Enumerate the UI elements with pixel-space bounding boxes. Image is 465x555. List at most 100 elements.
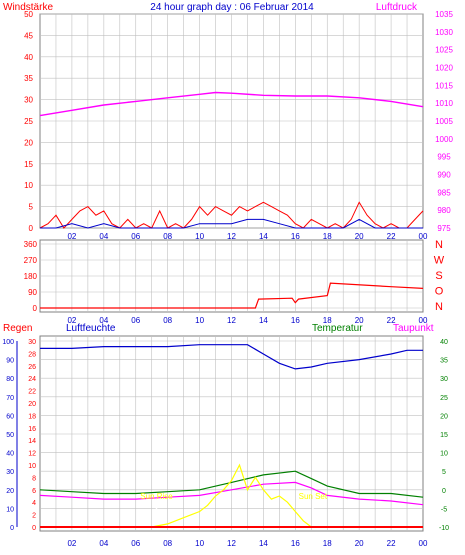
x-tick-label: 22 xyxy=(387,316,396,325)
regen-tick-label: 10 xyxy=(6,506,14,513)
temp-tick-label: 40 xyxy=(440,339,448,346)
x-tick-label: 06 xyxy=(131,232,140,241)
wind-tick-label: 40 xyxy=(24,53,33,62)
temp-tick-label: 20 xyxy=(440,413,448,420)
x-tick-label: 20 xyxy=(355,539,364,548)
wind-tick-label: 0 xyxy=(29,224,34,233)
compass-label: N xyxy=(435,301,443,313)
feuchte-tick-label: 16 xyxy=(28,426,36,433)
pressure-tick-label: 1010 xyxy=(435,99,453,108)
pressure-tick-label: 1005 xyxy=(435,117,453,126)
compass-label: O xyxy=(435,286,444,298)
x-tick-label: 00 xyxy=(419,539,428,548)
regen-tick-label: 100 xyxy=(2,339,14,346)
x-tick-label: 14 xyxy=(259,232,268,241)
series-temperatur xyxy=(39,470,424,498)
direction-tick-label: 270 xyxy=(24,256,38,265)
series-luftfeuchte xyxy=(40,344,423,370)
feuchte-tick-label: 6 xyxy=(32,488,36,495)
x-tick-label: 12 xyxy=(227,316,236,325)
x-tick-label: 02 xyxy=(67,316,76,325)
series-taupunkt xyxy=(39,481,424,506)
x-tick-label: 04 xyxy=(99,316,108,325)
regen-tick-label: 60 xyxy=(6,413,14,420)
wind-tick-label: 35 xyxy=(24,74,33,83)
feuchte-tick-label: 14 xyxy=(28,438,36,445)
x-tick-label: 20 xyxy=(355,316,364,325)
compass-label: W xyxy=(434,255,445,267)
feuchte-tick-label: 30 xyxy=(28,339,36,346)
x-tick-label: 16 xyxy=(291,316,300,325)
x-tick-label: 02 xyxy=(67,232,76,241)
x-tick-label: 06 xyxy=(131,316,140,325)
luftfeuchte-label: Luftfeuchte xyxy=(66,323,116,334)
feuchte-tick-label: 26 xyxy=(28,364,36,371)
x-tick-label: 20 xyxy=(355,232,364,241)
pressure-tick-label: 1035 xyxy=(435,10,453,19)
wind-tick-label: 25 xyxy=(24,117,33,126)
direction-tick-label: 90 xyxy=(28,288,37,297)
bottom-regen-ticks: 0 10 20 30 40 50 60 70 80 90 100 xyxy=(2,339,18,532)
x-tick-label: 22 xyxy=(387,232,396,241)
sun-rise-label: Sun Rise xyxy=(140,492,173,501)
top-right-ticks: 975 980 985 990 995 1000 1005 1010 1015 1020 1025 1… xyxy=(435,10,453,233)
wind-tick-label: 50 xyxy=(24,10,33,19)
sun-set-label: Sun Set xyxy=(299,492,328,501)
direction-tick-label: 360 xyxy=(24,240,38,249)
series-luftdruck xyxy=(39,91,424,117)
x-tick-label: 18 xyxy=(323,316,332,325)
feuchte-tick-label: 20 xyxy=(28,401,36,408)
regen-tick-label: 70 xyxy=(6,395,14,402)
wind-tick-label: 45 xyxy=(24,31,33,40)
regen-tick-label: 30 xyxy=(6,469,14,476)
temp-tick-label: 5 xyxy=(442,469,446,476)
feuchte-tick-label: 4 xyxy=(32,500,36,507)
feuchte-tick-label: 18 xyxy=(28,413,36,420)
top-grid xyxy=(40,13,423,229)
temp-tick-label: 30 xyxy=(440,376,448,383)
temp-tick-label: 10 xyxy=(440,451,448,458)
mid-series xyxy=(40,282,424,309)
pressure-tick-label: 1020 xyxy=(435,64,453,73)
x-tick-label: 08 xyxy=(163,316,172,325)
x-tick-label: 18 xyxy=(323,539,332,548)
regen-label: Regen xyxy=(3,323,32,334)
x-tick-label: 12 xyxy=(227,539,236,548)
regen-tick-label: 0 xyxy=(10,525,14,532)
feuchte-tick-label: 2 xyxy=(32,513,36,520)
x-tick-label: 06 xyxy=(131,539,140,548)
series-windböe xyxy=(40,218,423,229)
series-windrichtung xyxy=(40,282,424,309)
pressure-tick-label: 980 xyxy=(437,206,451,215)
pressure-tick-label: 975 xyxy=(437,224,451,233)
regen-tick-label: 50 xyxy=(6,432,14,439)
x-tick-label: 22 xyxy=(387,539,396,548)
wind-axis-title: Windstärke xyxy=(3,2,53,13)
feuchte-tick-label: 10 xyxy=(28,463,36,470)
feuchte-tick-label: 22 xyxy=(28,389,36,396)
mid-left-ticks: 0 90 180 270 360 xyxy=(24,240,38,313)
x-tick-label: 04 xyxy=(99,539,108,548)
temp-tick-label: 0 xyxy=(442,488,446,495)
x-tick-label: 08 xyxy=(163,232,172,241)
bottom-series xyxy=(39,344,424,528)
direction-tick-label: 180 xyxy=(24,272,38,281)
wind-tick-label: 15 xyxy=(24,160,33,169)
temp-tick-label: -10 xyxy=(439,525,449,532)
regen-tick-label: 80 xyxy=(6,376,14,383)
temp-tick-label: 35 xyxy=(440,358,448,365)
regen-tick-label: 40 xyxy=(6,451,14,458)
series-sonne xyxy=(151,463,312,528)
pressure-axis-title: Luftdruck xyxy=(376,2,418,13)
top-series xyxy=(39,91,424,229)
x-tick-label: 18 xyxy=(323,232,332,241)
x-tick-label: 14 xyxy=(259,316,268,325)
pressure-tick-label: 1000 xyxy=(435,135,453,144)
wind-tick-label: 30 xyxy=(24,96,33,105)
compass-label: S xyxy=(435,270,442,282)
x-tick-label: 12 xyxy=(227,232,236,241)
pressure-tick-label: 995 xyxy=(437,153,451,162)
